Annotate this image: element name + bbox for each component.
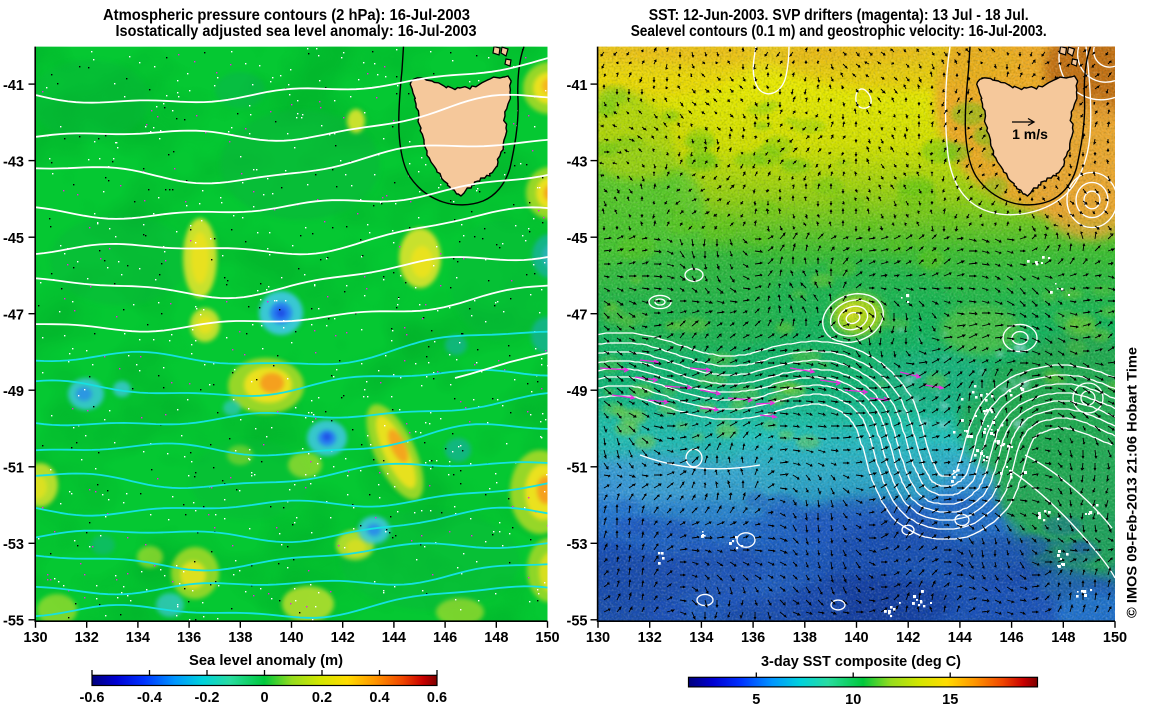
svg-text:-41: -41 bbox=[567, 78, 588, 94]
svg-text:136: 136 bbox=[741, 630, 765, 646]
svg-text:3-day SST composite (deg C): 3-day SST composite (deg C) bbox=[761, 653, 961, 670]
svg-text:132: 132 bbox=[75, 630, 99, 646]
svg-text:0.2: 0.2 bbox=[312, 690, 332, 706]
svg-text:140: 140 bbox=[279, 630, 303, 646]
svg-text:-53: -53 bbox=[567, 537, 588, 553]
svg-text:142: 142 bbox=[331, 630, 355, 646]
svg-text:-43: -43 bbox=[3, 154, 24, 170]
svg-text:10: 10 bbox=[845, 692, 861, 708]
svg-text:-0.2: -0.2 bbox=[195, 690, 220, 706]
svg-text:-51: -51 bbox=[567, 461, 588, 477]
svg-text:0.4: 0.4 bbox=[369, 690, 389, 706]
svg-text:132: 132 bbox=[638, 630, 662, 646]
svg-text:-49: -49 bbox=[567, 384, 588, 400]
svg-text:146: 146 bbox=[999, 630, 1023, 646]
svg-text:-55: -55 bbox=[3, 614, 24, 630]
svg-text:-47: -47 bbox=[567, 308, 588, 324]
svg-text:136: 136 bbox=[177, 630, 201, 646]
svg-text:-41: -41 bbox=[3, 78, 24, 94]
svg-text:-49: -49 bbox=[3, 384, 24, 400]
svg-text:134: 134 bbox=[689, 630, 713, 646]
svg-text:Sealevel contours (0.1 m) and: Sealevel contours (0.1 m) and geostrophi… bbox=[631, 23, 1047, 40]
svg-text:148: 148 bbox=[484, 630, 508, 646]
svg-text:© IMOS 09-Feb-2013 21:06 Hobar: © IMOS 09-Feb-2013 21:06 Hobart Time bbox=[1125, 347, 1140, 618]
svg-text:-45: -45 bbox=[3, 231, 24, 247]
svg-text:130: 130 bbox=[23, 630, 47, 646]
svg-text:130: 130 bbox=[586, 630, 610, 646]
svg-text:Isostatically adjusted sea lev: Isostatically adjusted sea level anomaly… bbox=[116, 23, 477, 40]
svg-text:146: 146 bbox=[433, 630, 457, 646]
svg-text:Sea level anomaly (m): Sea level anomaly (m) bbox=[189, 652, 343, 669]
svg-text:0: 0 bbox=[260, 690, 268, 706]
svg-text:144: 144 bbox=[382, 630, 406, 646]
svg-text:148: 148 bbox=[1051, 630, 1075, 646]
svg-text:15: 15 bbox=[942, 692, 958, 708]
svg-text:150: 150 bbox=[535, 630, 559, 646]
svg-text:-55: -55 bbox=[567, 614, 588, 630]
svg-text:-53: -53 bbox=[3, 537, 24, 553]
svg-text:-51: -51 bbox=[3, 461, 24, 477]
svg-text:144: 144 bbox=[948, 630, 972, 646]
svg-text:0.6: 0.6 bbox=[427, 690, 447, 706]
svg-text:138: 138 bbox=[793, 630, 817, 646]
svg-text:-0.6: -0.6 bbox=[80, 690, 105, 706]
svg-text:140: 140 bbox=[844, 630, 868, 646]
svg-text:-0.4: -0.4 bbox=[137, 690, 162, 706]
svg-text:150: 150 bbox=[1103, 630, 1127, 646]
svg-text:1 m/s: 1 m/s bbox=[1012, 126, 1048, 142]
svg-text:Atmospheric pressure contours: Atmospheric pressure contours (2 hPa): 1… bbox=[103, 7, 470, 24]
svg-text:-45: -45 bbox=[567, 231, 588, 247]
svg-text:-47: -47 bbox=[3, 308, 24, 324]
svg-text:134: 134 bbox=[126, 630, 150, 646]
svg-text:SST: 12-Jun-2003. SVP drifters: SST: 12-Jun-2003. SVP drifters (magenta)… bbox=[649, 7, 1029, 24]
svg-text:138: 138 bbox=[228, 630, 252, 646]
svg-text:142: 142 bbox=[896, 630, 920, 646]
svg-text:5: 5 bbox=[752, 692, 760, 708]
svg-text:-43: -43 bbox=[567, 154, 588, 170]
